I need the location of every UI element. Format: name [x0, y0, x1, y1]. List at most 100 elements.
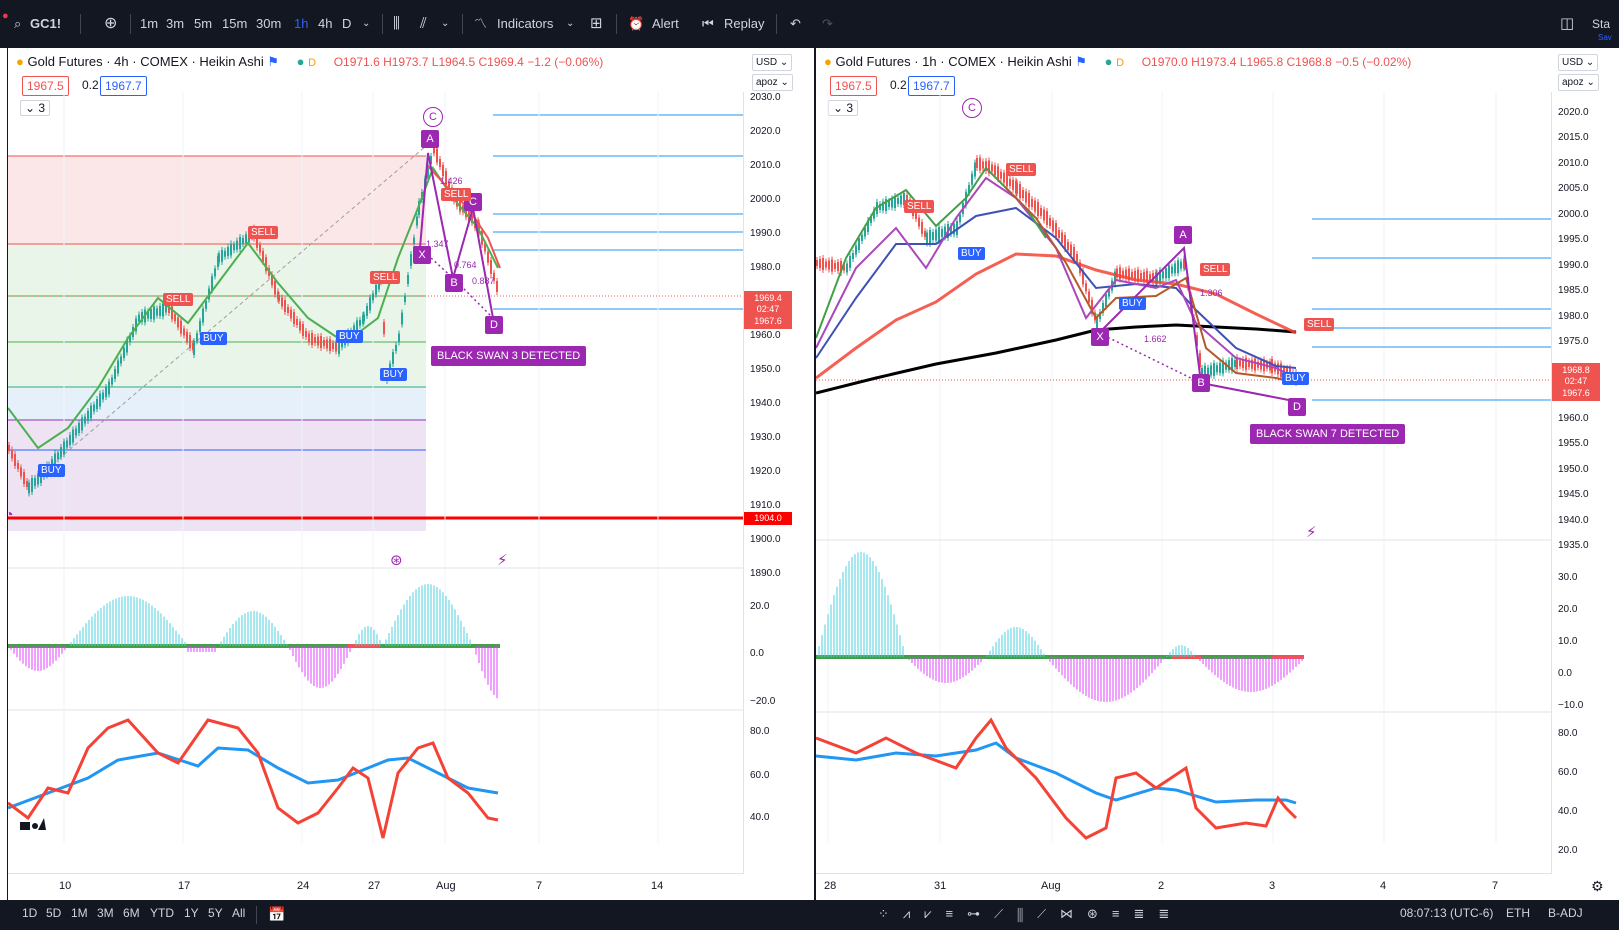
- right-event-icon[interactable]: ⚡: [1306, 524, 1317, 541]
- right-sell-signal[interactable]: SELL: [1304, 318, 1335, 331]
- left-sell-signal[interactable]: SELL: [370, 271, 401, 284]
- price-tick: 2010.0: [750, 160, 781, 171]
- left-wave-circle-label[interactable]: C: [423, 107, 443, 127]
- left-sell-signal[interactable]: SELL: [441, 188, 472, 201]
- alert-button[interactable]: Alert: [652, 16, 679, 31]
- replay-button[interactable]: Replay: [724, 16, 765, 31]
- range-1d[interactable]: 1D: [22, 906, 38, 920]
- undo-icon[interactable]: ↶: [790, 16, 801, 31]
- range-all[interactable]: All: [232, 906, 246, 920]
- toolbar-divider: [130, 14, 131, 34]
- settings-gear-icon[interactable]: ⚙: [1591, 878, 1604, 894]
- left-chart-panel[interactable]: ● Gold Futures · 4h · COMEX · Heikin Ash…: [7, 48, 815, 900]
- interval-d[interactable]: D: [342, 16, 352, 31]
- left-wave-d[interactable]: D: [485, 316, 503, 334]
- bar-type-icon[interactable]: ⫽: [420, 15, 427, 32]
- redo-icon[interactable]: ↷: [822, 16, 833, 31]
- layout-toggle-icon[interactable]: ◫: [1560, 15, 1575, 32]
- session-toggle[interactable]: ETH: [1506, 906, 1530, 920]
- chart-type-dropdown-icon[interactable]: ⌄: [441, 18, 450, 29]
- adjust-toggle[interactable]: B-ADJ: [1548, 906, 1583, 920]
- right-buy-price[interactable]: 1967.7: [908, 76, 955, 96]
- indicators-icon[interactable]: 〽: [474, 16, 488, 31]
- right-wave-d[interactable]: D: [1288, 398, 1306, 416]
- interval-15m[interactable]: 15m: [222, 16, 248, 31]
- left-chart-title[interactable]: Gold Futures · 4h · COMEX · Heikin Ashi: [27, 54, 264, 69]
- right-scale-select[interactable]: apoz ⌄: [1558, 74, 1599, 91]
- left-time-axis[interactable]: 10 17 24 27 Aug 7 14: [8, 873, 743, 900]
- left-wave-a[interactable]: A: [421, 130, 439, 148]
- left-skip-icon[interactable]: ⊛: [390, 552, 403, 569]
- left-event-icon[interactable]: ⚡: [497, 552, 508, 569]
- right-buy-signal[interactable]: BUY: [958, 247, 985, 260]
- right-wave-a[interactable]: A: [1174, 226, 1192, 244]
- right-sell-price[interactable]: 1967.5: [830, 76, 877, 96]
- right-wave-b[interactable]: B: [1192, 374, 1210, 392]
- right-wave-x[interactable]: X: [1091, 328, 1109, 346]
- left-sell-signal[interactable]: SELL: [248, 226, 279, 239]
- right-currency-select[interactable]: USD ⌄: [1558, 54, 1599, 71]
- left-wave-b[interactable]: B: [445, 274, 463, 292]
- alert-icon[interactable]: ⏰: [628, 16, 645, 31]
- left-buy-price[interactable]: 1967.7: [100, 76, 147, 96]
- left-scale-select[interactable]: apoz ⌄: [752, 74, 793, 91]
- left-buy-signal[interactable]: BUY: [336, 330, 363, 343]
- left-wave-x[interactable]: X: [413, 246, 431, 264]
- right-sell-signal[interactable]: SELL: [1006, 163, 1037, 176]
- interval-4h[interactable]: 4h: [318, 16, 333, 31]
- left-sell-signal[interactable]: SELL: [163, 293, 194, 306]
- indicators-dropdown-icon[interactable]: ⌄: [566, 18, 575, 29]
- candle-type-icon[interactable]: ⫼: [393, 15, 400, 32]
- left-collapse-count: 3: [38, 101, 46, 115]
- interval-1h[interactable]: 1h: [294, 16, 309, 31]
- right-black-swan-label[interactable]: BLACK SWAN 7 DETECTED: [1250, 424, 1406, 444]
- right-price-axis[interactable]: 2020.0 2015.0 2010.0 2005.0 2000.0 1995.…: [1551, 92, 1619, 874]
- right-fib-label: 1.306: [1200, 288, 1223, 298]
- range-1y[interactable]: 1Y: [184, 906, 199, 920]
- start-label[interactable]: Sta: [1592, 17, 1611, 31]
- range-ytd[interactable]: YTD: [150, 906, 174, 920]
- osc-tick: −20.0: [750, 696, 776, 707]
- save-label[interactable]: Sav: [1598, 33, 1612, 42]
- left-currency-select[interactable]: USD ⌄: [752, 54, 793, 71]
- interval-1m[interactable]: 1m: [140, 16, 159, 31]
- range-3m[interactable]: 3M: [97, 906, 114, 920]
- right-buy-signal[interactable]: BUY: [1282, 372, 1309, 385]
- left-countdown: 02:47: [756, 304, 780, 314]
- symbol-search-icon[interactable]: ⌕: [14, 16, 22, 31]
- interval-dropdown-icon[interactable]: ⌄: [362, 18, 371, 29]
- right-collapse-indicators[interactable]: ⌄ 3: [828, 100, 859, 116]
- right-buy-signal[interactable]: BUY: [1119, 297, 1146, 310]
- right-ohlc: O1970.0 H1973.4 L1965.8 C1968.8 −0.5 (−0…: [1141, 55, 1412, 69]
- interval-3m[interactable]: 3m: [166, 16, 185, 31]
- clock-time[interactable]: 08:07:13 (UTC-6): [1400, 906, 1494, 920]
- symbol-label[interactable]: GC1!: [30, 16, 62, 31]
- right-sell-signal[interactable]: SELL: [1200, 263, 1231, 276]
- left-buy-signal[interactable]: BUY: [200, 332, 227, 345]
- add-symbol-icon[interactable]: ⊕: [104, 15, 118, 32]
- right-chart-panel[interactable]: ● Gold Futures · 1h · COMEX · Heikin Ash…: [815, 48, 1619, 900]
- right-time-axis[interactable]: 28 31 Aug 2 3 4 7: [816, 873, 1551, 900]
- left-clock-icon[interactable]: ◔: [8, 506, 13, 522]
- range-5d[interactable]: 5D: [46, 906, 62, 920]
- interval-30m[interactable]: 30m: [256, 16, 282, 31]
- left-black-swan-label[interactable]: BLACK SWAN 3 DETECTED: [431, 346, 587, 366]
- right-wave-circle-label[interactable]: C: [962, 98, 982, 118]
- replay-icon[interactable]: ⏮: [702, 16, 714, 31]
- indicators-button[interactable]: Indicators: [497, 16, 554, 31]
- drawing-tools-icons[interactable]: ⁘⩘⩗≡⊶⟋⫼⟋⋈⊛≡≣≣: [878, 906, 1184, 921]
- layout-icon[interactable]: ⊞: [590, 15, 603, 32]
- left-price-axis[interactable]: 2030.0 2020.0 2010.0 2000.0 1990.0 1980.…: [743, 92, 792, 874]
- range-5y[interactable]: 5Y: [208, 906, 223, 920]
- right-chart-title[interactable]: Gold Futures · 1h · COMEX · Heikin Ashi: [835, 54, 1072, 69]
- left-buy-signal[interactable]: BUY: [380, 368, 407, 381]
- range-6m[interactable]: 6M: [123, 906, 140, 920]
- left-collapse-indicators[interactable]: ⌄ 3: [20, 100, 51, 116]
- right-sell-signal[interactable]: SELL: [904, 200, 935, 213]
- left-buy-signal[interactable]: BUY: [38, 464, 65, 477]
- goto-date-icon[interactable]: 📅: [268, 906, 286, 922]
- left-sell-price[interactable]: 1967.5: [22, 76, 69, 96]
- price-tick: 1955.0: [1558, 438, 1589, 449]
- interval-5m[interactable]: 5m: [194, 16, 213, 31]
- range-1m[interactable]: 1M: [71, 906, 88, 920]
